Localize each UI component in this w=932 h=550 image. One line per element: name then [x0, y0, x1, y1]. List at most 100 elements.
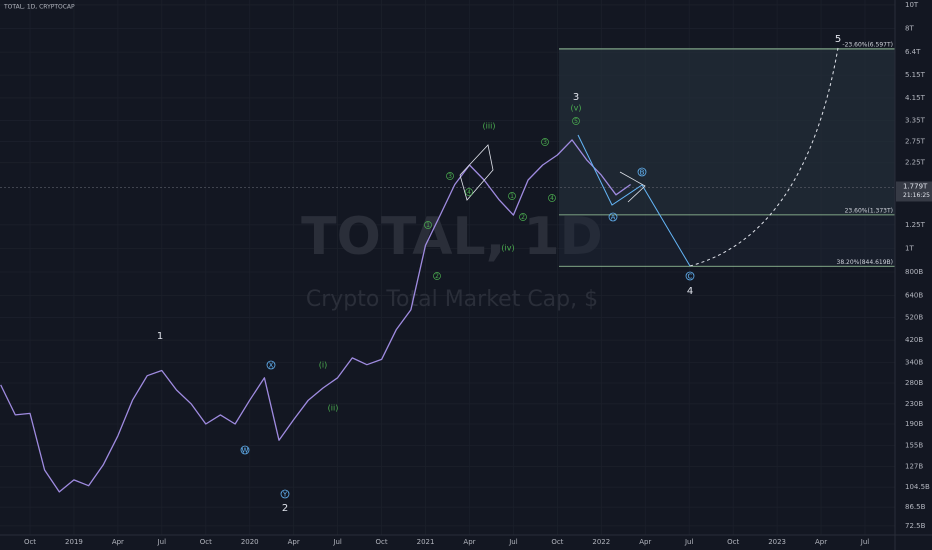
wave-label: (i) — [319, 361, 327, 370]
wave-label: (v) — [571, 104, 582, 113]
minor-label: 2 — [521, 214, 525, 221]
y-tick-label: 340B — [905, 358, 923, 366]
wave-label: 3 — [573, 92, 579, 103]
minor-label: 4 — [467, 189, 471, 196]
y-tick-label: 2.25T — [905, 159, 926, 167]
axes: 10T 8T 6.4T 5.15T 4.15T 3.35T 2.75T 2.25T 1.25T 1… — [24, 1, 932, 546]
y-tick-label: 4.15T — [905, 94, 926, 102]
label-circle — [465, 188, 473, 196]
y-tick-label: 86.5B — [905, 503, 926, 511]
wave-label: 4 — [687, 286, 693, 297]
x-tick-label: Jul — [508, 538, 518, 546]
wave-label: X — [269, 362, 274, 370]
projection-curve — [689, 47, 839, 267]
watermark-symbol: TOTAL, 1D — [301, 207, 603, 267]
x-tick-label: 2023 — [768, 538, 786, 546]
label-circle — [519, 213, 527, 221]
symbol-title: TOTAL, 1D, CRYPTOCAP — [3, 4, 75, 11]
y-tick-label: 72.5B — [905, 522, 926, 530]
y-tick-label: 5.15T — [905, 71, 926, 79]
minor-label: 2 — [435, 273, 439, 280]
y-tick-label: 520B — [905, 314, 923, 322]
x-tick-label: Oct — [24, 538, 36, 546]
label-circle — [446, 172, 454, 180]
minor-label: 3 — [543, 139, 547, 146]
y-tick-label: 420B — [905, 336, 923, 344]
fib-zone-upper — [559, 48, 895, 214]
y-tick-label: 104.5B — [905, 483, 930, 491]
fib-box — [559, 48, 895, 266]
x-tick-label: Oct — [727, 538, 739, 546]
x-tick-label: Apr — [815, 538, 827, 546]
price-line — [0, 139, 631, 493]
y-tick-label: 2.75T — [905, 137, 926, 145]
wave-label: A — [611, 214, 616, 222]
minor-label: 4 — [550, 195, 554, 202]
y-tick-label: 190B — [905, 420, 923, 428]
x-tick-label: 2022 — [592, 538, 610, 546]
x-tick-label: 2021 — [417, 538, 435, 546]
triangle — [619, 171, 646, 203]
wave-label: C — [688, 273, 693, 281]
projection-path — [577, 134, 691, 267]
y-tick-label: 3.35T — [905, 117, 926, 125]
y-tick-label: 1.25T — [905, 221, 926, 229]
y-tick-label: 6.4T — [905, 48, 921, 56]
wave-label: (iii) — [483, 122, 496, 131]
minor-circles — [424, 117, 580, 280]
x-tick-label: 2020 — [241, 538, 259, 546]
wave-label: Y — [282, 491, 288, 499]
y-tick-label: 640B — [905, 292, 923, 300]
x-tick-label: Oct — [551, 538, 563, 546]
wave-label: W — [242, 447, 249, 455]
x-tick-label: Apr — [112, 538, 124, 546]
label-circle — [685, 271, 695, 281]
label-circle — [433, 272, 441, 280]
series — [0, 139, 631, 493]
x-tick-label: Jul — [684, 538, 694, 546]
price-tag — [896, 181, 932, 202]
minor-label: 1 — [426, 222, 430, 229]
wave-label: B — [640, 169, 645, 177]
fib-label: 38.20%(844.619B) — [837, 259, 894, 266]
minor-label: 1 — [510, 193, 514, 200]
grid — [0, 0, 895, 535]
fib-levels: -23.60%(6.597T) 23.60%(1.373T) 38.20%(844.… — [559, 41, 895, 267]
y-tick-label: 155B — [905, 442, 923, 450]
countdown: 21:16:25 — [903, 192, 930, 199]
x-tick-label: Jul — [332, 538, 342, 546]
wave-label: (iv) — [501, 244, 514, 253]
wedge — [459, 144, 494, 201]
label-circle — [508, 192, 516, 200]
x-tick-label: Apr — [288, 538, 300, 546]
minor-label: 3 — [448, 173, 452, 180]
label-circle — [266, 360, 276, 370]
y-tick-label: 8T — [905, 25, 914, 33]
x-tick-label: Apr — [463, 538, 475, 546]
price-label: 1.779T — [903, 183, 928, 191]
x-tick-label: Oct — [200, 538, 212, 546]
wave-label: 1 — [157, 331, 163, 342]
x-tick-label: Jul — [860, 538, 870, 546]
label-circle — [541, 138, 549, 146]
y-tick-label: 1T — [905, 244, 914, 252]
label-circle — [637, 167, 647, 177]
label-circle — [548, 194, 556, 202]
x-tick-label: 2019 — [65, 538, 83, 546]
wave-label: 5 — [835, 34, 841, 45]
y-tick-label: 280B — [905, 379, 923, 387]
y-tick-label: 127B — [905, 463, 923, 471]
label-circle — [572, 117, 580, 125]
y-tick-label: 800B — [905, 268, 923, 276]
x-tick-label: Oct — [376, 538, 388, 546]
wave-label: (ii) — [328, 404, 339, 413]
x-tick-label: Apr — [639, 538, 651, 546]
y-tick-label: 230B — [905, 400, 923, 408]
y-tick-label: 10T — [905, 1, 919, 9]
x-tick-label: Jul — [157, 538, 167, 546]
wave-label: 2 — [282, 503, 288, 514]
label-circle — [240, 445, 250, 455]
minor-label: 5 — [574, 118, 578, 125]
